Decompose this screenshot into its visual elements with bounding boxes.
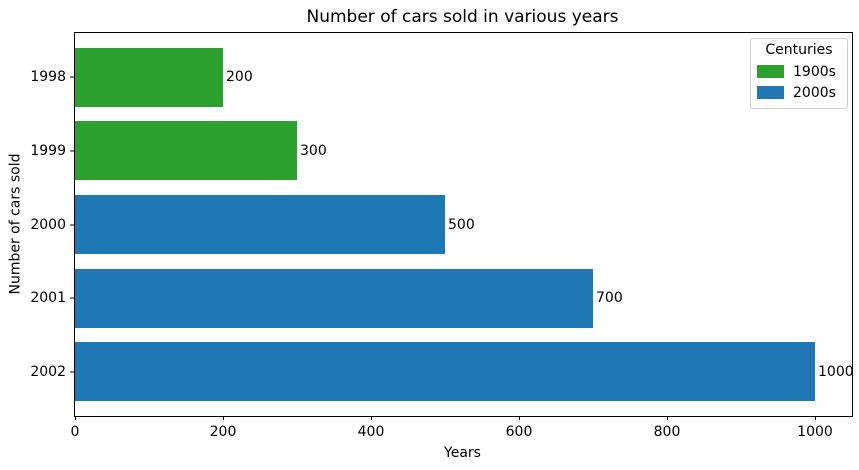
bar-value-label-1998: 200 (226, 69, 253, 86)
x-tick-label: 200 (209, 424, 237, 440)
bar-1999 (75, 121, 297, 181)
legend-swatch-2000s-icon (757, 86, 784, 99)
plot-area: 200 1998 300 1999 500 2000 700 2001 1000 2002 0 200… (30, 32, 854, 440)
y-tick-label: 2001 (30, 290, 66, 307)
chart-title: Number of cars sold in various years (306, 6, 619, 27)
legend-entry-1900s: 1900s (757, 61, 841, 82)
bar-2002 (75, 342, 815, 402)
y-tick-mark (70, 371, 74, 373)
bar-value-label-2001: 700 (596, 290, 623, 307)
legend-label-2000s: 2000s (793, 84, 836, 101)
x-tick-mark (370, 416, 372, 420)
legend-swatch-1900s-icon (757, 65, 784, 78)
x-axis-label-container: Years (74, 440, 851, 466)
legend-label-1900s: 1900s (793, 63, 836, 80)
chart-title-container: Number of cars sold in various years (74, 0, 851, 33)
legend-entry-2000s: 2000s (757, 82, 841, 103)
x-tick-label: 0 (70, 424, 80, 440)
y-tick-label: 2000 (30, 216, 66, 233)
x-tick-mark (222, 416, 224, 420)
bar-1998 (75, 47, 223, 107)
y-tick-label: 1999 (30, 142, 66, 159)
x-tick-label: 400 (357, 424, 385, 440)
bar-value-label-2002: 1000 (818, 363, 854, 380)
bar-2000 (75, 195, 445, 254)
y-tick-mark (70, 224, 74, 225)
legend-title: Centuries (765, 42, 833, 58)
x-tick-mark (518, 416, 520, 420)
x-tick-label: 1000 (797, 424, 833, 440)
x-tick-mark (814, 416, 816, 420)
y-tick-label: 2002 (30, 363, 66, 380)
x-tick-mark (74, 416, 76, 420)
bar-value-label-2000: 500 (448, 216, 475, 233)
y-tick-mark (70, 297, 74, 299)
x-tick-label: 600 (505, 424, 533, 440)
y-tick-label: 1998 (30, 69, 66, 86)
x-tick-mark (666, 416, 668, 420)
bar-value-label-1999: 300 (300, 142, 327, 159)
y-tick-mark (70, 150, 74, 152)
legend: Centuries 1900s 2000s (750, 38, 848, 109)
bar-2001 (75, 268, 593, 328)
x-axis-label: Years (444, 445, 481, 461)
y-tick-mark (70, 76, 74, 78)
x-tick-label: 800 (653, 424, 681, 440)
